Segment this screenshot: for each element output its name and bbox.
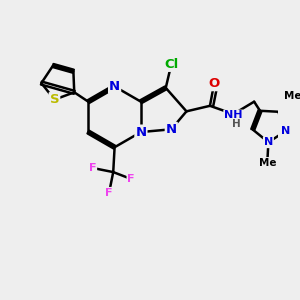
Text: F: F bbox=[128, 174, 135, 184]
Text: F: F bbox=[89, 163, 96, 173]
Text: N: N bbox=[264, 137, 273, 147]
Text: N: N bbox=[281, 126, 290, 136]
Text: N: N bbox=[166, 123, 177, 136]
Text: N: N bbox=[109, 80, 120, 93]
Text: NH: NH bbox=[224, 110, 243, 121]
Text: F: F bbox=[105, 188, 113, 198]
Text: S: S bbox=[50, 93, 59, 106]
Text: Me: Me bbox=[259, 158, 276, 168]
Text: H: H bbox=[232, 119, 241, 129]
Text: Me: Me bbox=[284, 91, 300, 101]
Text: Cl: Cl bbox=[164, 58, 178, 71]
Text: N: N bbox=[135, 126, 146, 139]
Text: O: O bbox=[208, 77, 220, 90]
